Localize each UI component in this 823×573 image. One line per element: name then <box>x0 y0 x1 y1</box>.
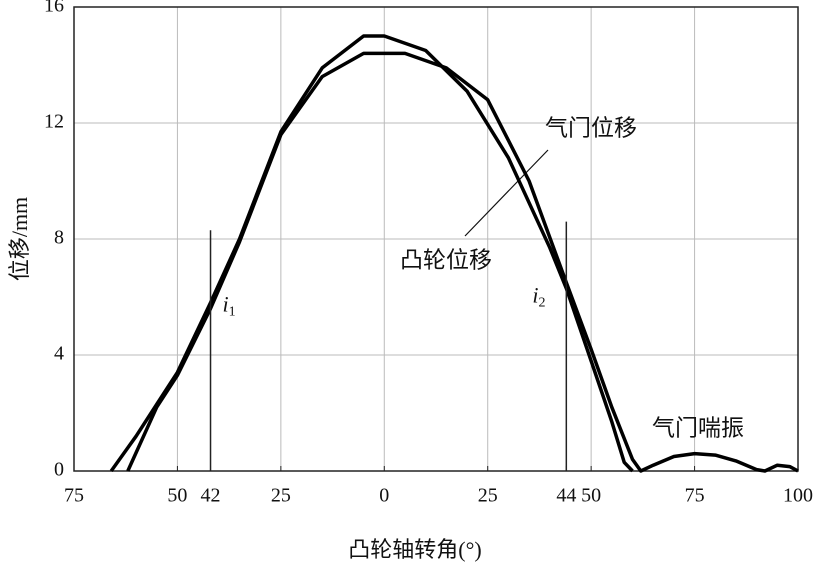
plot-frame <box>73 6 799 472</box>
annotation: 气门喘振 <box>652 415 744 440</box>
x-tick-label: 25 <box>271 485 291 507</box>
y-tick-label: 12 <box>44 111 64 133</box>
marker-label-main: i <box>532 283 538 308</box>
series-line <box>126 51 799 473</box>
x-tick-label: 75 <box>64 485 84 507</box>
series-label: 气门位移 <box>545 115 637 140</box>
x-tick-label: 42 <box>201 485 221 507</box>
x-tick-label: 75 <box>685 485 705 507</box>
grid <box>74 6 798 472</box>
x-axis-label: 凸轮轴转角(°) <box>348 537 481 562</box>
marker-label: i1 <box>223 291 236 319</box>
x-tick-label: 50 <box>167 485 187 507</box>
leader-line <box>464 149 549 237</box>
marker-label-sub: 2 <box>538 296 545 311</box>
y-axis-label: 位移/mm <box>7 197 32 281</box>
series-label: 凸轮位移 <box>400 247 492 272</box>
marker-label: i2 <box>532 283 545 311</box>
marker-label-main: i <box>223 291 229 316</box>
x-tick-label: 50 <box>581 485 601 507</box>
y-tick-label: 0 <box>54 459 64 481</box>
marker-label-sub: 1 <box>229 305 236 320</box>
x-tick-label: 44 <box>556 485 576 507</box>
y-tick-label: 8 <box>54 227 64 249</box>
x-tick-label: 0 <box>379 485 389 507</box>
x-tick-label: 100 <box>783 485 813 507</box>
y-tick-label: 16 <box>44 0 64 17</box>
x-tick-label: 25 <box>478 485 498 507</box>
y-tick-label: 4 <box>54 343 64 365</box>
